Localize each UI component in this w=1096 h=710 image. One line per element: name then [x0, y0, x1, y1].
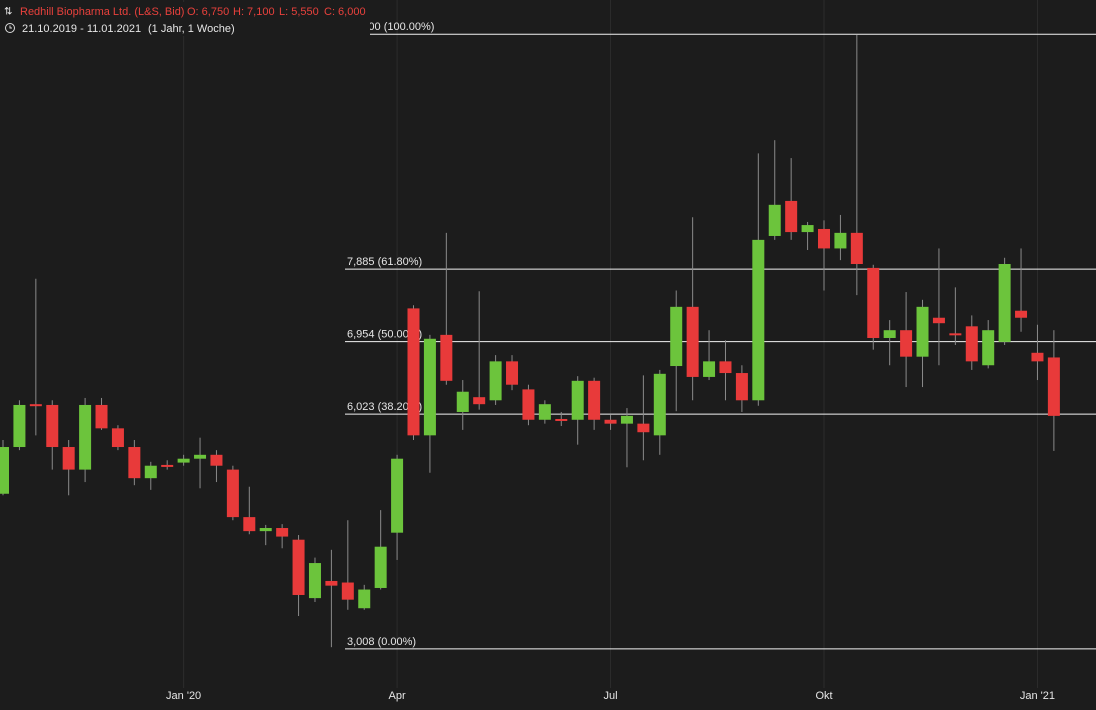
header-value: O: 6,750 [187, 6, 229, 18]
header-value: L: 5,550 [279, 6, 319, 18]
candle-body [850, 232, 863, 265]
candle-body [604, 419, 617, 424]
candle-body [801, 225, 814, 233]
candle-body [916, 306, 929, 357]
candle-body [95, 404, 108, 429]
candle-body [670, 306, 683, 367]
candle-body [1047, 357, 1060, 416]
candle-body [900, 330, 913, 357]
candle-body [522, 389, 535, 420]
candle-body [423, 338, 436, 436]
candle-body [506, 361, 519, 385]
candle-body [768, 204, 781, 236]
candle-body [637, 423, 650, 433]
candle-body [785, 200, 798, 233]
candle-body [719, 361, 732, 374]
candle-body [62, 447, 75, 470]
x-tick-label: Jan '21 [1020, 690, 1055, 702]
x-tick-label: Apr [389, 690, 406, 702]
candle-body [440, 334, 453, 381]
fib-label: 3,008 (0.00%) [347, 636, 416, 648]
candle-body [407, 308, 420, 436]
candle-body [473, 397, 486, 405]
candle-body [982, 330, 995, 366]
candle-body [703, 361, 716, 377]
candle-body [144, 465, 157, 479]
candle-body [1015, 310, 1028, 318]
header-value: C: 6,000 [324, 6, 366, 18]
candle-body [489, 361, 502, 401]
candle-body [79, 404, 92, 470]
candle-body [128, 447, 141, 479]
x-tick-label: Jul [604, 690, 618, 702]
fib-label: 6,023 (38.20%) [347, 401, 422, 413]
x-tick-label: Okt [815, 690, 832, 702]
candle-body [949, 333, 962, 336]
candle-body [818, 228, 830, 249]
chart-title: Redhill Biopharma Ltd. (L&S, Bid) [20, 6, 184, 18]
candle-body [735, 373, 748, 401]
fib-label: 7,885 (61.80%) [347, 256, 422, 268]
icon: ⇅ [4, 7, 12, 18]
candle-body [226, 469, 239, 518]
candle-body [29, 404, 42, 407]
candle-body [161, 464, 174, 467]
candle-body [243, 517, 256, 532]
candle-body [46, 404, 59, 448]
candle-body [752, 239, 765, 401]
candle-body [653, 373, 666, 436]
candle-body [358, 589, 371, 609]
candle-body [292, 539, 305, 595]
candle-body [571, 380, 584, 420]
candle-body [111, 428, 124, 448]
candle-body [555, 418, 568, 421]
candle-body [341, 582, 354, 600]
candle-body [456, 391, 469, 412]
candle-body [325, 580, 338, 586]
fib-label: 6,954 (50.00%) [347, 328, 422, 340]
candle-body [867, 267, 880, 338]
plot: 10,900 (100.00%)7,885 (61.80%)6,954 (50.… [0, 21, 1096, 650]
candle-body [391, 458, 404, 533]
candle-body [177, 458, 190, 463]
header-bg [0, 2, 370, 36]
x-tick-label: Jan '20 [166, 690, 201, 702]
candle-body [374, 546, 387, 588]
candle-body [194, 454, 207, 459]
candle-body [932, 317, 945, 324]
clock-hand [9, 25, 12, 29]
candle-body [998, 264, 1011, 342]
date-range: 21.10.2019 - 11.01.2021 [22, 23, 141, 35]
candle-body [965, 326, 978, 362]
candle-body [883, 330, 896, 338]
clock-icon [5, 23, 15, 33]
period: (1 Jahr, 1 Woche) [148, 23, 235, 35]
candle-body [834, 232, 847, 249]
candle-body [686, 306, 699, 377]
candle-body [538, 404, 551, 420]
candle-body [588, 380, 601, 420]
candle-body [0, 447, 9, 494]
header-value: H: 7,100 [233, 6, 275, 18]
candle-body [13, 404, 26, 448]
candle-body [210, 454, 223, 466]
candle-body [1031, 352, 1044, 362]
candle-body [620, 415, 633, 424]
candle-body [308, 563, 321, 599]
candle-body [276, 528, 289, 537]
candle-body [259, 528, 272, 532]
